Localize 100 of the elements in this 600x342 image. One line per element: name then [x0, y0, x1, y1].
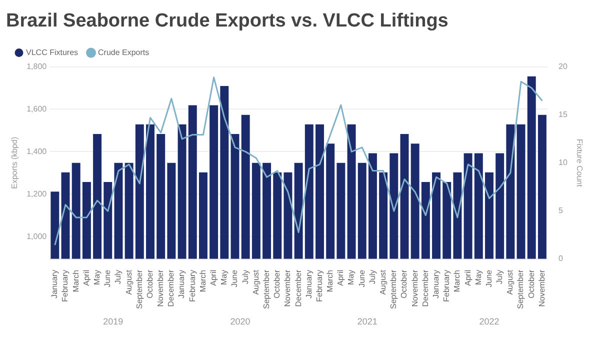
x-tick-label: March	[198, 270, 208, 292]
x-tick-label: October	[400, 270, 409, 298]
y-tick-label: 1,400	[26, 146, 48, 156]
text: 2019	[103, 316, 124, 326]
x-tick-label: July	[114, 270, 123, 284]
x-tick-label: April	[336, 270, 346, 286]
x-tick-label: September	[389, 270, 398, 310]
x-tick-label: November	[283, 270, 292, 307]
x-tick-label: March	[326, 270, 335, 292]
bar	[241, 114, 250, 259]
bar	[506, 124, 515, 259]
bar	[347, 124, 356, 259]
text: 2021	[357, 316, 378, 326]
x-tick-label: March	[452, 270, 462, 292]
bar	[400, 134, 409, 259]
x-tick-label: June	[103, 269, 112, 288]
x-tick-label: January	[50, 270, 60, 298]
bar	[485, 172, 494, 259]
bar	[146, 124, 154, 259]
x-tick-label: October	[145, 270, 154, 298]
bar	[368, 153, 377, 259]
x-tick-label: February	[60, 270, 70, 302]
bar	[188, 105, 197, 259]
bar	[50, 192, 60, 259]
x-tick-label: August	[124, 269, 134, 295]
bar	[516, 124, 526, 259]
text: 2022	[479, 316, 500, 326]
bar	[72, 162, 80, 259]
bar	[538, 114, 546, 259]
x-tick-label: May	[346, 270, 356, 285]
x-tick-label: September	[262, 270, 271, 310]
bar	[220, 86, 229, 259]
x-tick-label: February	[188, 270, 197, 302]
y2-tick-label: 5	[558, 206, 564, 216]
bar	[198, 172, 208, 259]
x-tick-label: May	[474, 270, 483, 285]
y2-tick-label: 0	[558, 254, 564, 264]
x-tick-label: October	[272, 270, 282, 298]
x-tick-label: June	[357, 269, 366, 288]
bar	[453, 172, 462, 259]
bar	[156, 134, 166, 259]
bar	[294, 162, 303, 259]
bar	[284, 172, 292, 259]
x-tick-label: April	[209, 270, 218, 286]
x-tick-label: February	[442, 270, 452, 302]
bar	[496, 153, 504, 259]
bar	[316, 124, 324, 259]
x-tick-label: April	[82, 270, 91, 286]
bar	[474, 153, 483, 259]
bar	[262, 162, 272, 259]
x-tick-label: September	[516, 270, 526, 310]
bar	[326, 144, 335, 259]
y2-axis-title: Fixture Count	[574, 138, 584, 188]
bar	[178, 124, 186, 259]
x-tick-label: October	[526, 270, 536, 298]
bar	[252, 162, 260, 259]
chart-title: Brazil Seaborne Crude Exports vs. VLCC Liftings	[6, 10, 448, 32]
x-tick-label: January	[431, 270, 440, 298]
x-tick-label: April	[463, 270, 472, 286]
y-tick-label: 1,000	[26, 232, 48, 241]
x-tick-label: June	[230, 269, 240, 288]
bar	[358, 162, 366, 259]
x-tick-label: December	[420, 270, 430, 307]
bar	[464, 153, 472, 259]
x-tick-label: November	[410, 270, 420, 307]
bar	[432, 172, 441, 259]
x-tick-label: March	[71, 270, 80, 292]
x-tick-label: December	[294, 270, 303, 307]
y2-tick-label: 15	[558, 110, 568, 120]
bar	[273, 172, 282, 259]
text: 2020	[230, 316, 250, 326]
x-tick-label: September	[134, 270, 144, 310]
x-tick-label: May	[92, 270, 102, 285]
bar	[230, 134, 240, 259]
y2-tick-label: 20	[558, 62, 568, 72]
x-tick-label: November	[537, 270, 546, 307]
bar	[104, 182, 112, 259]
x-tick-label: June	[484, 269, 494, 288]
bar	[135, 124, 144, 259]
x-tick-label: July	[368, 270, 377, 284]
x-tick-label: December	[166, 270, 176, 307]
bar	[82, 182, 91, 259]
x-tick-label: July	[240, 270, 250, 284]
bar	[442, 182, 452, 259]
x-tick-label: August	[506, 269, 515, 295]
y-axis-title: Exports (kbpd)	[10, 136, 20, 189]
bar	[527, 76, 536, 259]
x-tick-label: January	[304, 270, 314, 298]
x-tick-label: January	[177, 270, 186, 298]
bar	[390, 153, 398, 259]
bar	[210, 105, 218, 259]
x-tick-label: February	[314, 270, 324, 302]
y2-tick-label: 10	[558, 158, 568, 168]
bar	[93, 134, 102, 259]
x-tick-label: July	[495, 270, 504, 284]
legend-label: VLCC Fixtures	[26, 48, 78, 58]
x-tick-label: August	[251, 269, 260, 295]
legend-label: Crude Exports	[98, 48, 150, 58]
bar	[124, 162, 134, 259]
y-tick-label: 1,200	[26, 189, 48, 198]
